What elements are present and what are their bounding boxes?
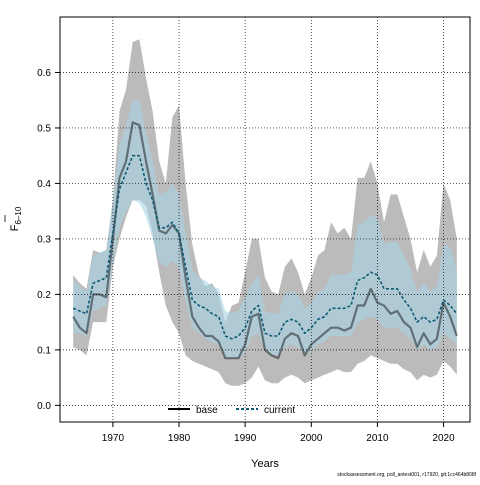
footer-text: stockassessment.org, poll_antest001, r17… [337, 472, 476, 478]
y-tick-label: 0.3 [37, 234, 51, 245]
axes: 1970 1980 1990 2000 2010 2020 0.0 0.1 0.2 0.3 0.4 0… [37, 68, 455, 444]
y-tick-label: 0.4 [37, 179, 51, 190]
y-tick-label: 0.0 [37, 401, 51, 412]
series-lines [72, 121, 458, 360]
y-axis-label: F6–10 [9, 206, 23, 231]
legend-label-current: current [264, 405, 295, 416]
x-tick-label: 1990 [234, 433, 257, 444]
y-tick-label: 0.1 [37, 345, 51, 356]
grid [60, 17, 470, 422]
legend-label-base: base [196, 405, 218, 416]
confidence-bands [73, 39, 457, 386]
y-tick-label: 0.6 [37, 68, 51, 79]
x-tick-label: 2010 [366, 433, 389, 444]
band-current [73, 100, 457, 359]
x-axis-label: Years [251, 458, 279, 470]
x-tick-label: 2000 [300, 433, 323, 444]
y-axis-label-sub: 6–10 [14, 206, 23, 224]
x-tick-label: 1970 [102, 433, 125, 444]
x-tick-label: 1980 [168, 433, 191, 444]
y-tick-label: 0.2 [37, 290, 51, 301]
y-tick-label: 0.5 [37, 123, 51, 134]
legend: base current [168, 405, 295, 416]
svg-text:F6–10: F6–10 [9, 206, 23, 231]
y-axis-label-main: F [9, 224, 21, 231]
series-line-base [72, 121, 458, 360]
x-tick-label: 2020 [432, 433, 455, 444]
plot-frame [59, 16, 471, 423]
series-line-current [72, 154, 458, 340]
